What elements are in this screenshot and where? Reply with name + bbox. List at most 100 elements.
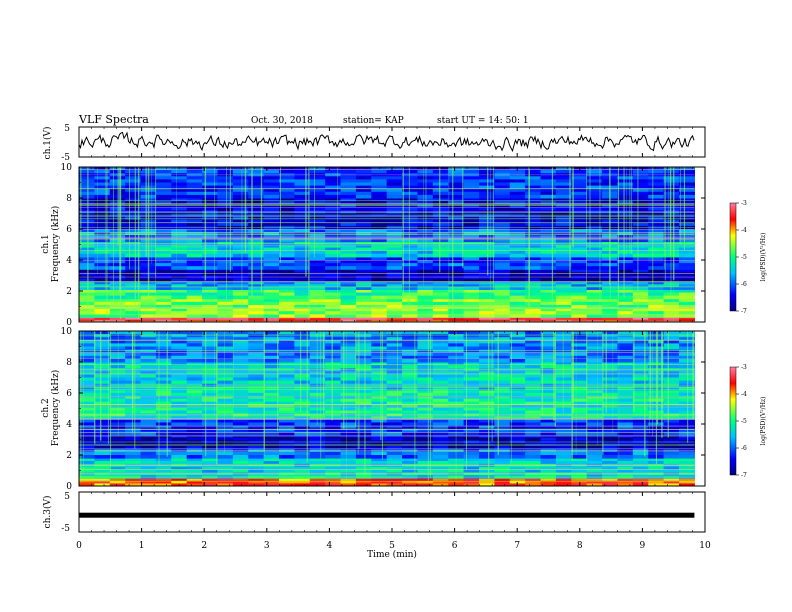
spectrogram-cell xyxy=(217,266,234,270)
spectrogram-cell xyxy=(540,377,557,382)
spectrogram-cell xyxy=(540,371,557,375)
spectrogram-cell xyxy=(278,349,295,354)
spectrogram-cell xyxy=(217,256,234,261)
spectrogram-cell xyxy=(478,404,495,409)
spectrogram-cell xyxy=(325,383,342,388)
spectrogram-cell xyxy=(263,380,280,385)
spectrogram-cell xyxy=(432,398,449,403)
spectrogram-cell xyxy=(571,358,588,363)
spectrogram-cell xyxy=(678,425,695,430)
spectrogram-cell xyxy=(602,469,619,473)
spectrogram-cell xyxy=(478,434,495,439)
spectrogram-cell xyxy=(278,250,295,255)
spectrogram-cell xyxy=(602,386,619,391)
spectrogram-cell xyxy=(402,289,419,294)
spectrogram-cell xyxy=(417,286,434,290)
spectrogram-cell xyxy=(402,198,419,202)
spectrogram-cell xyxy=(248,284,265,288)
spectrogram-cell xyxy=(248,247,265,252)
spectrogram-cell xyxy=(648,281,665,285)
spectrogram-cell xyxy=(263,352,280,357)
ch1-spectrogram-channel-label: ch.1 xyxy=(41,234,51,253)
spectrogram-cell xyxy=(109,278,126,283)
spectrogram-cell xyxy=(525,422,542,427)
spectrogram-cell xyxy=(540,331,557,335)
spectrogram-cell xyxy=(325,428,342,433)
spectrogram-cell xyxy=(294,395,311,400)
spectrogram-cell xyxy=(494,337,511,341)
spectrogram-cell xyxy=(186,334,203,338)
spectrogram-cell xyxy=(540,298,557,303)
spectrogram-cell xyxy=(140,401,157,406)
spectrogram-cell xyxy=(432,191,449,196)
spectrogram-cell xyxy=(525,298,542,303)
spectrogram-cell xyxy=(417,222,434,227)
spectrogram-cell xyxy=(309,437,326,441)
spectrogram-cell xyxy=(79,229,95,233)
spectrogram-cell xyxy=(648,284,665,288)
spectrogram-cell xyxy=(94,451,111,456)
spectrogram-cell xyxy=(386,377,403,382)
spectrogram-cell xyxy=(678,304,695,309)
spectrogram-cell xyxy=(294,451,311,456)
spectrogram-cell xyxy=(648,238,665,242)
spectrogram-cell xyxy=(509,263,526,267)
spectrogram-cell xyxy=(325,289,342,294)
spectrogram-cell xyxy=(94,185,111,190)
spectrogram-cell xyxy=(171,446,188,450)
spectrogram-cell xyxy=(571,204,588,208)
spectrogram-cell xyxy=(417,194,434,199)
spectrogram-cell xyxy=(294,478,311,482)
spectrogram-cell xyxy=(202,346,219,351)
spectrogram-cell xyxy=(386,337,403,341)
spectrogram-cell xyxy=(248,407,265,412)
spectrogram-cell xyxy=(155,383,172,388)
spectrogram-cell xyxy=(217,448,234,453)
spectrogram-cell xyxy=(355,480,372,484)
spectrogram-cell xyxy=(571,386,588,391)
spectrogram-cell xyxy=(186,176,203,180)
spectrogram-cell xyxy=(278,434,295,439)
spectrogram-cell xyxy=(278,466,295,471)
spectrogram-cell xyxy=(617,198,634,202)
spectrogram-cell xyxy=(109,343,126,347)
spectrogram-cell xyxy=(355,284,372,288)
spectrogram-cell xyxy=(371,170,388,174)
spectrogram-cell xyxy=(140,371,157,375)
spectrogram-cell xyxy=(525,451,542,456)
spectrogram-cell xyxy=(309,256,326,261)
spectrogram-cell xyxy=(586,317,603,321)
spectrogram-cell xyxy=(509,269,526,273)
spectrogram-cell xyxy=(155,355,172,360)
spectrogram-cell xyxy=(586,407,603,412)
spectrogram-cell xyxy=(432,460,449,465)
spectrogram-cell xyxy=(432,469,449,473)
spectrogram-cell xyxy=(663,167,680,171)
spectrogram-cell xyxy=(186,314,203,318)
spectrogram-cell xyxy=(617,446,634,450)
spectrogram-cell xyxy=(371,298,388,303)
spectrogram-cell xyxy=(232,358,249,363)
spectrogram-cell xyxy=(125,191,142,196)
spectrogram-cell xyxy=(278,170,295,174)
spectrogram-cell xyxy=(309,185,326,190)
spectrogram-cell xyxy=(386,331,403,335)
spectrogram-cell xyxy=(294,278,311,283)
spectrogram-cell xyxy=(278,207,295,211)
spectrogram-cell xyxy=(355,229,372,233)
spectrogram-cell xyxy=(617,278,634,283)
spectrogram-cell xyxy=(371,229,388,233)
spectrogram-cell xyxy=(186,392,203,397)
spectrogram-cell xyxy=(309,448,326,453)
spectrogram-cell xyxy=(663,355,680,360)
spectrogram-cell xyxy=(417,298,434,303)
spectrogram-cell xyxy=(509,419,526,423)
spectrogram-cell xyxy=(540,404,557,409)
spectrogram-cell xyxy=(632,185,649,190)
spectrogram-cell xyxy=(386,266,403,270)
spectrogram-cell xyxy=(217,182,234,187)
spectrogram-cell xyxy=(278,446,295,450)
spectrogram-cell xyxy=(94,311,111,315)
spectrogram-cell xyxy=(79,389,95,394)
spectrogram-cell xyxy=(125,298,142,303)
